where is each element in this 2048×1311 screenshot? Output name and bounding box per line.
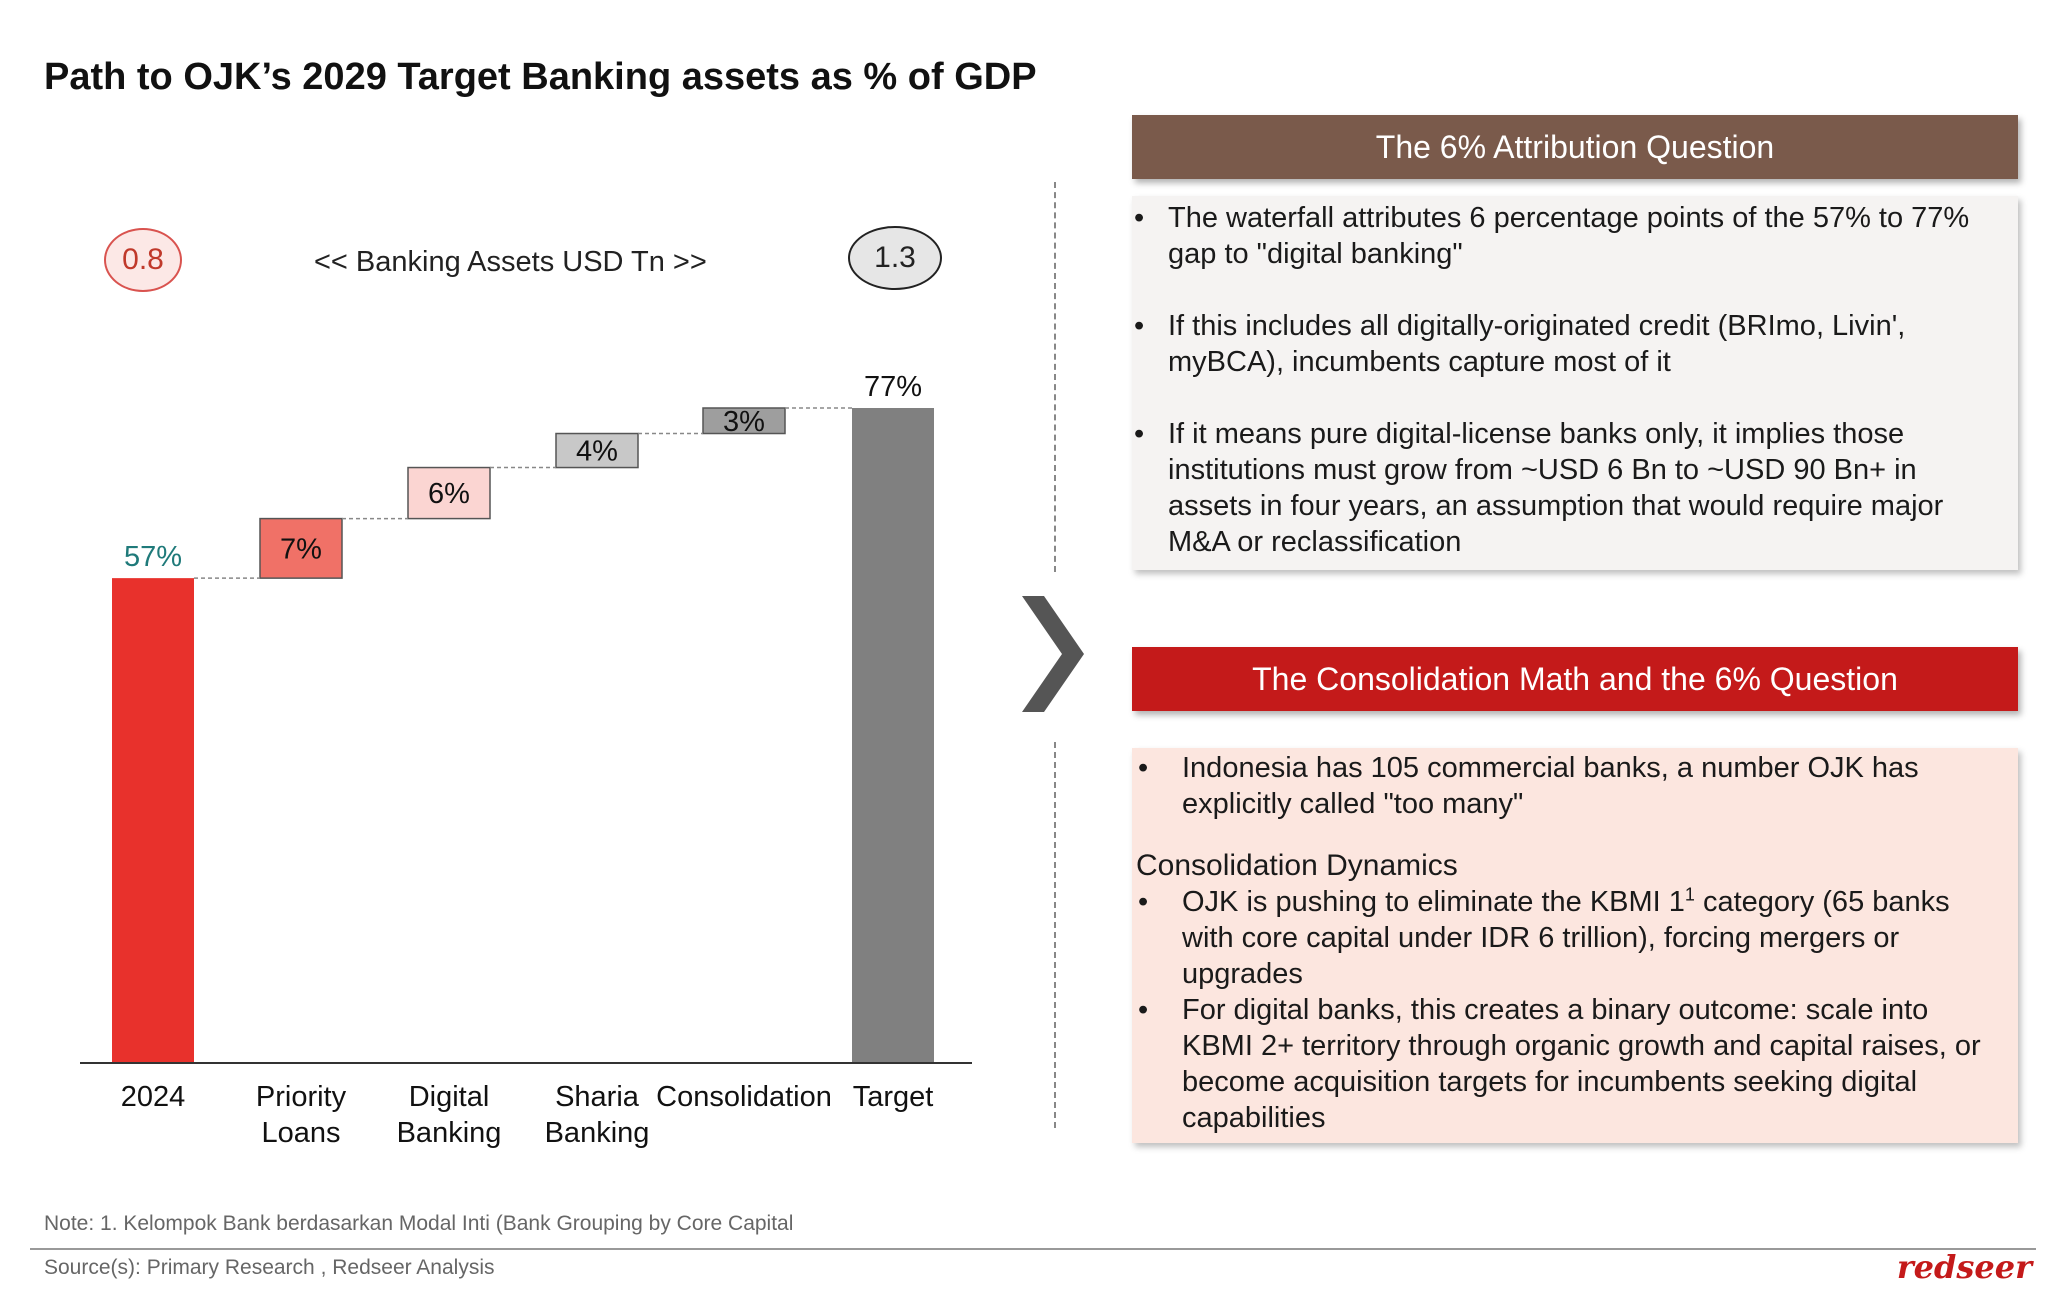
data-label: 77% — [864, 371, 922, 403]
attribution-bullet: The waterfall attributes 6 percentage po… — [1134, 200, 2000, 272]
consolidation-bullet: For digital banks, this creates a binary… — [1138, 992, 2004, 1136]
attribution-bullet: If this includes all digitally-originate… — [1134, 308, 2000, 380]
bar-target — [852, 408, 934, 1063]
consolidation-panel-header: The Consolidation Math and the 6% Questi… — [1132, 647, 2018, 711]
footnote-marker: 1 — [1684, 884, 1695, 905]
footnote: Note: 1. Kelompok Bank berdasarkan Modal… — [44, 1212, 794, 1235]
bar-increment — [555, 432, 639, 469]
consolidation-bullet: OJK is pushing to eliminate the KBMI 11 … — [1138, 884, 2004, 992]
bullet-text: OJK is pushing to eliminate the KBMI 1 — [1182, 886, 1685, 918]
start-total-oval: 0.8 — [104, 228, 182, 292]
attribution-panel: The waterfall attributes 6 percentage po… — [1132, 196, 2018, 570]
bar-increment — [702, 407, 786, 435]
category-label: 2024 — [121, 1081, 186, 1113]
data-label: 7% — [280, 533, 322, 565]
data-label: 4% — [576, 436, 618, 468]
category-label: Banking — [397, 1117, 502, 1149]
category-label: Banking — [545, 1117, 650, 1149]
chevron-right-icon — [1022, 596, 1084, 712]
units-label: << Banking Assets USD Tn >> — [314, 246, 707, 278]
data-label: 6% — [428, 478, 470, 510]
divider-lower — [1054, 742, 1056, 1128]
footer-divider — [30, 1248, 2036, 1250]
data-label: 3% — [723, 406, 765, 438]
bar-increment — [407, 466, 491, 520]
category-label: Priority — [256, 1081, 347, 1113]
data-label: 57% — [124, 541, 182, 573]
divider-upper — [1054, 182, 1056, 572]
waterfall-chart: 57% 2024 7% Priority Loans 6% Digital Banking 4%… — [80, 371, 972, 1149]
attribution-panel-header: The 6% Attribution Question — [1132, 115, 2018, 179]
category-label: Loans — [261, 1117, 340, 1149]
bar-start — [112, 578, 194, 1063]
attribution-bullet: If it means pure digital-license banks o… — [1134, 416, 2000, 560]
end-total-oval: 1.3 — [848, 226, 942, 290]
category-label: Sharia — [555, 1081, 640, 1113]
redseer-logo: redseer — [1896, 1248, 2032, 1286]
bar-increment — [259, 517, 343, 579]
consolidation-panel: Indonesia has 105 commercial banks, a nu… — [1132, 748, 2018, 1143]
source-note: Source(s): Primary Research , Redseer An… — [44, 1256, 495, 1279]
consolidation-intro-bullet: Indonesia has 105 commercial banks, a nu… — [1138, 750, 2004, 822]
consolidation-subheading: Consolidation Dynamics — [1136, 849, 1458, 882]
category-label: Consolidation — [656, 1081, 832, 1113]
bullet-text: category (65 banks with core capital und… — [1182, 886, 1950, 990]
category-label: Digital — [409, 1081, 490, 1113]
page-title: Path to OJK’s 2029 Target Banking assets… — [44, 56, 1037, 98]
category-label: Target — [853, 1081, 934, 1113]
